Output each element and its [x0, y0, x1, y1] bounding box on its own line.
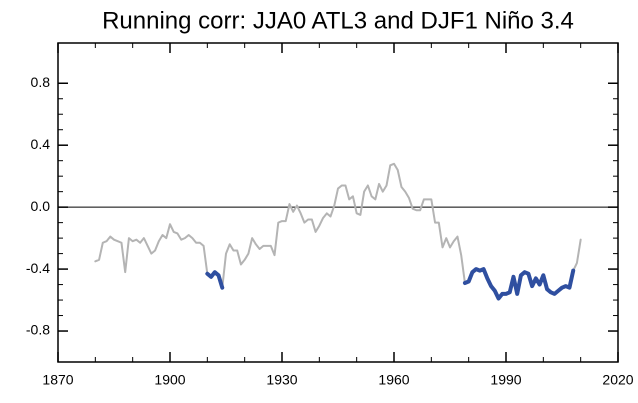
y-tick-label: 0.4	[31, 136, 51, 152]
x-tick-label: 1990	[490, 372, 521, 388]
x-tick-label: 1930	[266, 372, 297, 388]
x-tick-label: 2020	[602, 372, 633, 388]
x-tick-label: 1900	[154, 372, 185, 388]
x-tick-label: 1870	[42, 372, 73, 388]
y-tick-label: -0.4	[26, 260, 50, 276]
y-tick-label: 0.8	[31, 74, 51, 90]
data-line	[205, 267, 576, 301]
data-line	[94, 162, 582, 300]
y-tick-label: 0.0	[31, 198, 51, 214]
y-tick-label: -0.8	[26, 322, 50, 338]
plot-frame	[57, 42, 619, 363]
chart-title: Running corr: JJA0 ATL3 and DJF1 Niño 3.…	[102, 7, 574, 34]
x-tick-label: 1960	[378, 372, 409, 388]
